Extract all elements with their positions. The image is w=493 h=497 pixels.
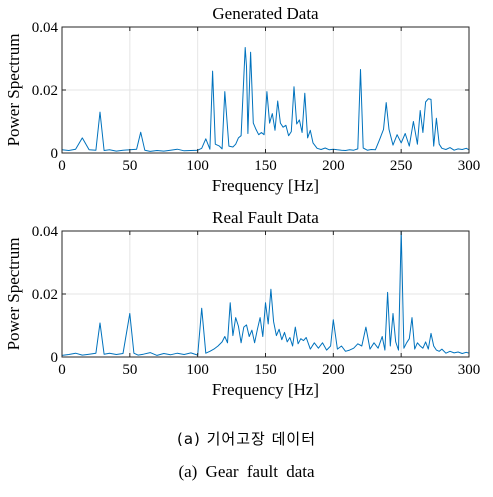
x-tick-label: 200 [322, 362, 345, 378]
x-tick-label: 100 [186, 158, 209, 174]
y-tick-label: 0.02 [32, 83, 58, 99]
x-tick-label: 50 [122, 158, 137, 174]
y-tick-label: 0.04 [32, 20, 59, 36]
y-axis-label: Power Spectrum [4, 34, 23, 147]
x-tick-label: 0 [58, 362, 66, 378]
y-tick-label: 0.04 [32, 224, 59, 240]
y-tick-label: 0.02 [32, 287, 58, 303]
chart-title: Generated Data [212, 4, 319, 23]
generated-data-panel: 0 50 100 150 200 250 300 0 0.02 0.04 Generated Dat… [4, 4, 480, 195]
x-tick-label: 200 [322, 158, 345, 174]
x-tick-label: 250 [390, 158, 413, 174]
x-axis-label: Frequency [Hz] [212, 380, 319, 399]
caption-korean: (a) 기어고장 데이터 [176, 430, 317, 448]
x-tick-label: 300 [458, 362, 481, 378]
real-fault-data-panel: 0 50 100 150 200 250 300 0 0.02 0.04 Real Fault Da… [4, 208, 480, 399]
power-spectrum-line [61, 47, 470, 152]
y-tick-label: 0 [51, 146, 59, 162]
y-axis-label: Power Spectrum [4, 238, 23, 351]
x-tick-label: 250 [390, 362, 413, 378]
x-tick-label: 100 [186, 362, 209, 378]
x-tick-label: 0 [58, 158, 66, 174]
chart-title: Real Fault Data [212, 208, 319, 227]
x-tick-label: 50 [122, 362, 137, 378]
y-tick-label: 0 [51, 350, 59, 366]
power-spectrum-line [61, 230, 470, 356]
caption-english: (a) Gear fault data [178, 462, 315, 481]
x-tick-label: 300 [458, 158, 481, 174]
x-axis-label: Frequency [Hz] [212, 176, 319, 195]
x-tick-label: 150 [254, 362, 277, 378]
x-tick-label: 150 [254, 158, 277, 174]
